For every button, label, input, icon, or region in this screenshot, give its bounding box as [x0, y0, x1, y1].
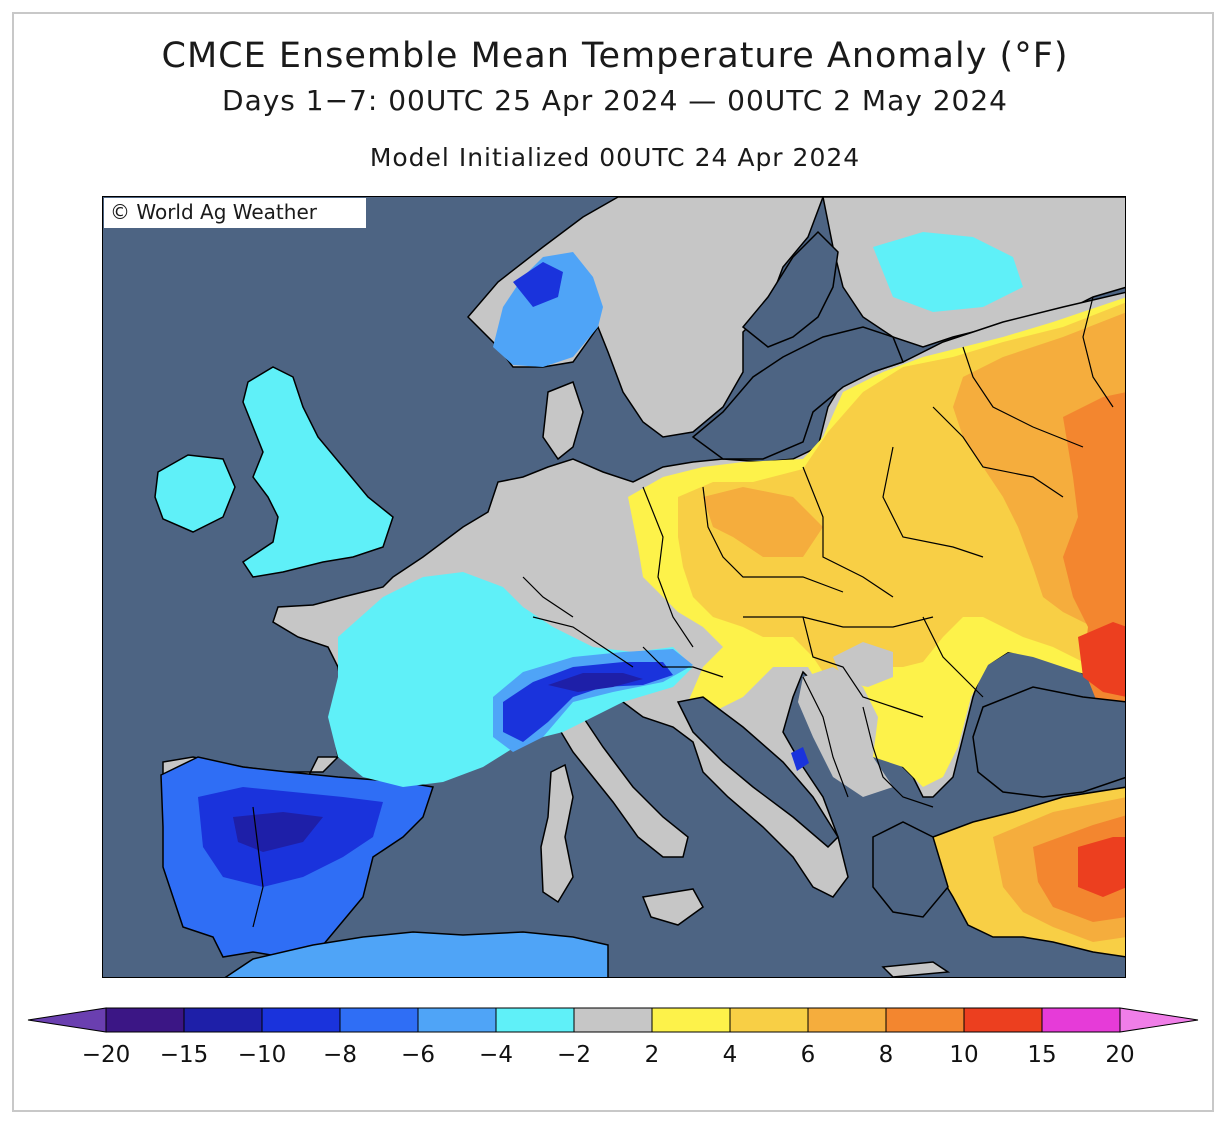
map-subtitle: Days 1−7: 00UTC 25 Apr 2024 — 00UTC 2 Ma… [222, 84, 1008, 117]
colorbar-bin [261, 1007, 341, 1033]
country-borders [252, 296, 1114, 928]
model-initialized-label: Model Initialized 00UTC 24 Apr 2024 [369, 143, 861, 172]
colorbar [27, 1007, 1199, 1033]
adriatic-sea [676, 696, 839, 849]
colorbar-bin [963, 1007, 1043, 1033]
colorbar-tick-label: 15 [1027, 1042, 1057, 1068]
anomaly-map [102, 196, 1126, 978]
anomaly-warm-6to8-poland [703, 487, 823, 557]
landmass-sicily [641, 888, 704, 926]
colorbar-bin [417, 1007, 497, 1033]
colorbar-bin [105, 1007, 185, 1033]
landmass-ireland [154, 454, 236, 533]
colorbar-low-arrow [27, 1007, 107, 1033]
colorbar-tick-label: −8 [323, 1042, 357, 1068]
credit-text: World Ag Weather [136, 200, 317, 224]
colorbar-tick-label: −20 [81, 1042, 131, 1068]
colorbar-tick-label: 2 [644, 1042, 660, 1068]
colorbar-tick-label: 20 [1105, 1042, 1135, 1068]
landmass-crete [881, 961, 951, 977]
anomaly-cool-norway-strong [513, 262, 563, 307]
colorbar-bin [183, 1007, 263, 1033]
anomaly-warm-10to15 [1078, 622, 1125, 697]
colorbar-tick-label: 6 [800, 1042, 816, 1068]
colorbar-bin [339, 1007, 419, 1033]
colorbar-bin [573, 1007, 653, 1033]
colorbar-bin [495, 1007, 575, 1033]
landmass-denmark [542, 381, 584, 461]
colorbar-tick-label: −4 [479, 1042, 513, 1068]
colorbar-tick-label: −15 [159, 1042, 209, 1068]
landmass-north-africa [224, 931, 609, 977]
anomaly-neutral-hungary [833, 642, 893, 687]
aegean-sea [872, 821, 949, 918]
landmass-great-britain [241, 366, 394, 578]
colorbar-tick-label: 10 [949, 1042, 979, 1068]
colorbar-tick-label: −10 [237, 1042, 287, 1068]
anomaly-warm-turkey-10to15 [1078, 837, 1125, 897]
anomaly-cool-iberia-core [233, 812, 323, 852]
copyright-badge: © World Ag Weather [104, 198, 366, 228]
anomaly-cool-finland [873, 232, 1023, 312]
colorbar-tick-label: 8 [878, 1042, 894, 1068]
black-sea [972, 686, 1125, 798]
colorbar-bin [1041, 1007, 1121, 1033]
map-canvas [103, 197, 1125, 977]
colorbar-tick-label: −2 [557, 1042, 591, 1068]
gulf-of-bothnia [741, 230, 839, 348]
anomaly-cool-albania [791, 747, 809, 771]
colorbar-tick-label: 4 [722, 1042, 738, 1068]
colorbar-high-arrow [1119, 1007, 1199, 1033]
colorbar-bin [651, 1007, 731, 1033]
colorbar-bin [807, 1007, 887, 1033]
anomaly-cool-alps-core [548, 673, 643, 692]
landmass-corsica-sardinia [540, 763, 574, 904]
colorbar-tick-label: −6 [401, 1042, 435, 1068]
map-title: CMCE Ensemble Mean Temperature Anomaly (… [161, 36, 1069, 76]
colorbar-bin [729, 1007, 809, 1033]
colorbar-bin [885, 1007, 965, 1033]
anomaly-cool-france [328, 572, 693, 787]
baltic-sea [691, 326, 904, 460]
